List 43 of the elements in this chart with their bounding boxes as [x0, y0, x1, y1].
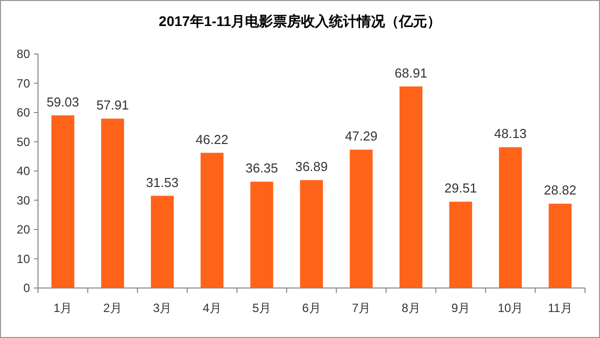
y-tick-label: 70: [16, 76, 30, 90]
bar: [101, 118, 124, 288]
y-tick-label: 10: [16, 252, 30, 266]
x-tick-label: 11月: [548, 301, 572, 315]
x-tick-label: 9月: [451, 301, 470, 315]
bar: [449, 202, 472, 288]
chart-title: 2017年1-11月电影票房收入统计情况（亿元）: [158, 13, 442, 29]
data-label: 36.89: [295, 159, 328, 174]
y-tick-label: 40: [16, 164, 30, 178]
data-label: 68.91: [394, 65, 428, 80]
data-label: 48.13: [494, 126, 527, 142]
bar: [300, 180, 323, 288]
bar: [498, 147, 522, 288]
bar: [548, 204, 572, 288]
data-label: 29.51: [444, 180, 477, 196]
y-tick-label: 30: [16, 193, 30, 208]
y-tick-label: 60: [16, 106, 30, 120]
data-label: 47.29: [344, 128, 378, 144]
data-label: 28.82: [544, 182, 576, 198]
x-tick-label: 5月: [252, 301, 272, 315]
data-label: 36.35: [246, 160, 278, 176]
x-tick-label: 6月: [302, 301, 321, 315]
data-label: 57.91: [96, 98, 129, 113]
y-tick-label: 80: [16, 47, 30, 61]
y-tick-label: 20: [16, 222, 30, 236]
x-tick-label: 8月: [402, 301, 420, 315]
bar: [350, 150, 373, 288]
x-tick-label: 4月: [202, 301, 222, 315]
x-tick-label: 7月: [352, 301, 371, 315]
bar: [150, 196, 174, 288]
x-tick-label: 3月: [152, 301, 172, 315]
bar: [250, 182, 274, 288]
bar: [400, 86, 422, 288]
x-tick-label: 10月: [498, 301, 524, 315]
x-tick-label: 2月: [103, 301, 122, 315]
data-label: 31.53: [146, 174, 179, 190]
x-tick-label: 1月: [54, 301, 72, 315]
bar: [51, 115, 74, 288]
data-label: 59.03: [46, 94, 80, 110]
y-tick-label: 0: [23, 281, 30, 295]
data-label: 46.22: [196, 132, 228, 147]
y-tick-label: 50: [16, 134, 30, 149]
bar: [200, 152, 224, 288]
